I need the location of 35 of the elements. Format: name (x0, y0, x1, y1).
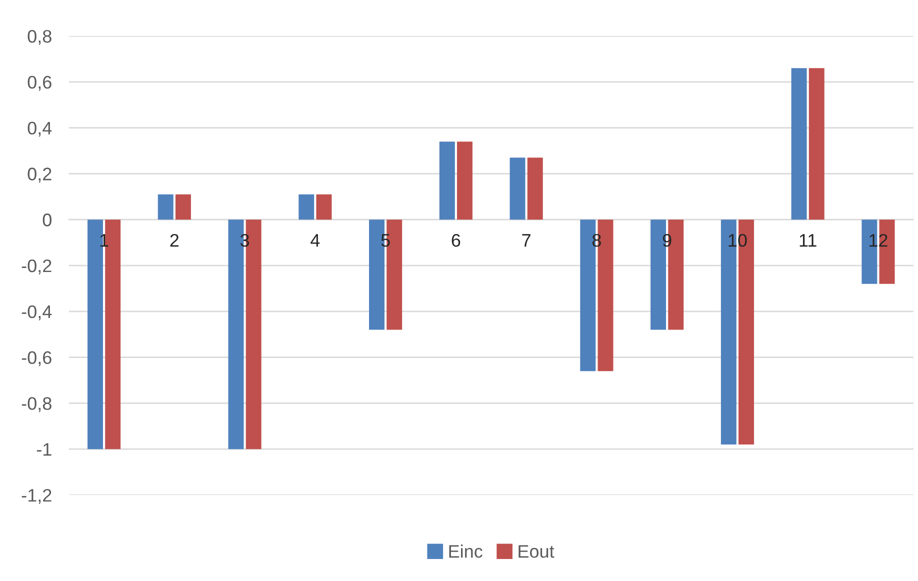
x-tick-label: 8 (592, 234, 601, 247)
bar (510, 158, 526, 220)
x-tick-label: 5 (381, 234, 390, 247)
bar (316, 194, 332, 220)
y-tick-label: 0,6 (28, 76, 52, 91)
legend-label: Einc (449, 544, 482, 558)
bar (298, 194, 314, 220)
x-tick-label: 7 (522, 234, 530, 247)
bar (456, 142, 472, 220)
bar (158, 194, 174, 220)
y-tick-label: 0,8 (28, 30, 52, 45)
x-tick-label: 12 (870, 234, 888, 247)
bar (791, 68, 807, 220)
bar (527, 158, 543, 220)
x-tick-label: 3 (240, 234, 250, 247)
y-tick-label: -0,8 (22, 397, 52, 412)
bar (175, 194, 191, 220)
y-tick-label: 0,2 (28, 168, 52, 183)
y-tick-label: -0,4 (22, 305, 52, 320)
y-tick-label: -1,2 (22, 488, 52, 504)
y-tick-label: -1 (36, 443, 52, 456)
x-tick-label: 9 (662, 234, 672, 247)
bar (808, 68, 824, 220)
y-tick-label: -0,6 (22, 351, 52, 366)
y-tick-label: 0 (42, 214, 52, 226)
x-tick-label: 2 (170, 234, 179, 247)
x-tick-label: 4 (310, 234, 320, 247)
x-tick-label: 10 (728, 234, 747, 247)
legend-label: Eout (518, 545, 554, 558)
x-tick-label: 6 (452, 234, 460, 247)
y-tick-label: 0,4 (28, 122, 52, 137)
bar (439, 142, 455, 220)
y-tick-label: -0,2 (22, 259, 52, 274)
x-tick-label: 1 (100, 234, 108, 247)
x-tick-label: 11 (800, 234, 816, 247)
